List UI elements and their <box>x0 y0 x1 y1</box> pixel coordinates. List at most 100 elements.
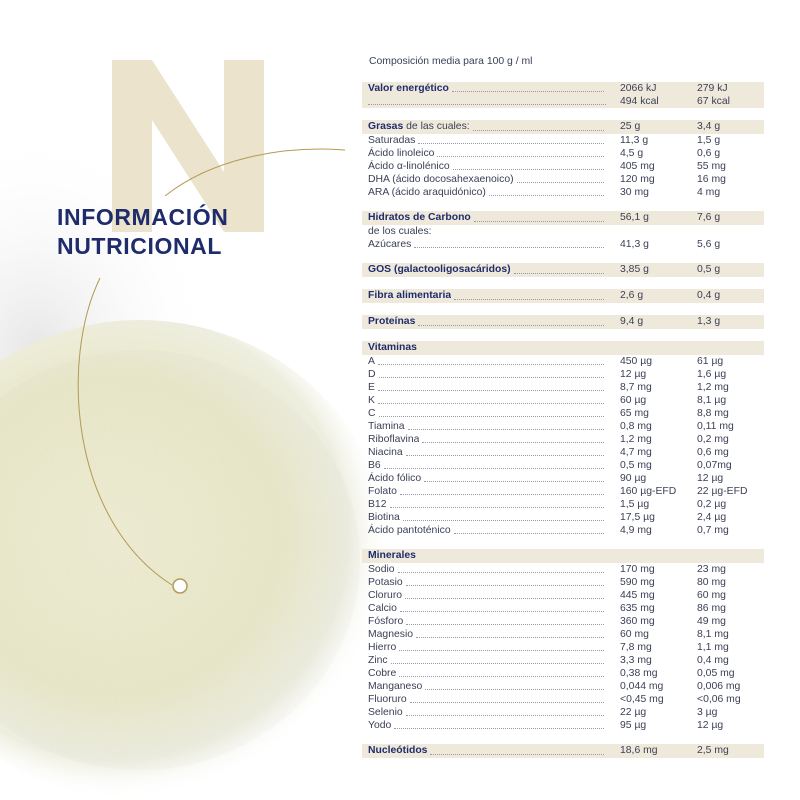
value-per-100ml: <0,06 mg <box>697 694 741 705</box>
table-row: Biotina 17,5 µg 2,4 µg <box>362 511 764 524</box>
dot-leader <box>378 416 604 417</box>
energy-row-kj: Valor energético 2066 kJ 279 kJ <box>362 82 764 95</box>
value-per-100ml: 61 µg <box>697 356 724 367</box>
table-row: B6 0,5 mg 0,07mg <box>362 459 764 472</box>
value-per-100g: 445 mg <box>620 590 655 601</box>
nutrient-name: Cobre <box>368 668 397 679</box>
dot-leader <box>454 299 605 300</box>
dot-leader <box>473 221 604 222</box>
page-title: INFORMACIÓN NUTRICIONAL <box>57 203 228 261</box>
value-per-100ml: 60 mg <box>697 590 726 601</box>
value-per-100g: 3,85 g <box>620 264 649 275</box>
dot-leader <box>472 130 604 131</box>
value-per-100ml: 0,07mg <box>697 460 732 471</box>
table-row: Calcio 635 mg 86 mg <box>362 602 764 615</box>
nutrient-name: Tiamina <box>368 421 405 432</box>
dot-leader <box>405 715 604 716</box>
section-header-row: Vitaminas <box>362 341 764 355</box>
dot-leader <box>397 572 604 573</box>
circle-marker-icon <box>172 578 188 594</box>
value-per-100g: 25 g <box>620 121 641 132</box>
value-per-100ml: 55 mg <box>697 161 726 172</box>
dot-leader <box>399 494 604 495</box>
dot-leader <box>437 156 605 157</box>
nutrient-name: Manganeso <box>368 681 423 692</box>
nutrient-name: Magnesio <box>368 629 414 640</box>
table-row: Magnesio 60 mg 8,1 mg <box>362 628 764 641</box>
title-line-2: NUTRICIONAL <box>57 233 223 259</box>
brand-letter-logo <box>112 60 264 232</box>
value-per-100g: 4,9 mg <box>620 525 652 536</box>
value-per-100g: 41,3 g <box>620 239 649 250</box>
value-per-100ml: 0,2 µg <box>697 499 727 510</box>
value-per-100g: 56,1 g <box>620 212 649 223</box>
value-per-100g: 90 µg <box>620 473 647 484</box>
table-row: D 12 µg 1,6 µg <box>362 368 764 381</box>
table-row: Fluoruro <0,45 mg <0,06 mg <box>362 693 764 706</box>
section-header-label: Fibra alimentaria <box>368 289 451 303</box>
value-per-100ml: 0,6 mg <box>697 447 729 458</box>
dot-leader <box>383 468 604 469</box>
energy-kcal-100ml: 67 kcal <box>697 96 730 107</box>
value-per-100ml: 1,3 g <box>697 316 721 327</box>
table-row: Folato 160 µg-EFD 22 µg-EFD <box>362 485 764 498</box>
section-header-bold: Fibra alimentaria <box>368 290 452 301</box>
section-minerales: Minerales Sodio 170 mg 23 mg Potasio 590 mg 80… <box>362 549 764 732</box>
nutrient-name: B6 <box>368 460 381 471</box>
title-line-1: INFORMACIÓN <box>57 204 229 230</box>
nutrient-name: D <box>368 369 376 380</box>
value-per-100g: <0,45 mg <box>620 694 664 705</box>
dot-leader <box>430 754 605 755</box>
table-row: Fósforo 360 mg 49 mg <box>362 615 764 628</box>
dot-leader <box>418 143 605 144</box>
value-per-100ml: 0,6 g <box>697 148 721 159</box>
dot-leader <box>389 507 604 508</box>
value-per-100ml: 0,4 g <box>697 290 721 301</box>
value-per-100g: 4,5 g <box>620 148 644 159</box>
section-header-bold: Proteínas <box>368 316 416 327</box>
nutrient-name: Potasio <box>368 577 403 588</box>
table-row: Sodio 170 mg 23 mg <box>362 563 764 576</box>
value-per-100g: 8,7 mg <box>620 382 652 393</box>
dot-leader <box>418 325 605 326</box>
nutrient-name: K <box>368 395 375 406</box>
value-per-100g: 30 mg <box>620 187 649 198</box>
table-row: Saturadas 11,3 g 1,5 g <box>362 134 764 147</box>
dot-leader <box>399 676 605 677</box>
table-row: Riboflavina 1,2 mg 0,2 mg <box>362 433 764 446</box>
table-row: A 450 µg 61 µg <box>362 355 764 368</box>
value-per-100g: 7,8 mg <box>620 642 652 653</box>
value-per-100ml: 8,1 mg <box>697 629 729 640</box>
table-row: Hierro 7,8 mg 1,1 mg <box>362 641 764 654</box>
section-fibra: Fibra alimentaria 2,6 g 0,4 g <box>362 289 764 303</box>
dot-leader <box>424 481 605 482</box>
value-per-100ml: 86 mg <box>697 603 726 614</box>
value-per-100g: 450 µg <box>620 356 652 367</box>
energy-kj-100ml: 279 kJ <box>697 83 728 94</box>
nutrient-name: E <box>368 382 375 393</box>
value-per-100ml: 2,5 mg <box>697 745 729 756</box>
section-header-row: Fibra alimentaria 2,6 g 0,4 g <box>362 289 764 303</box>
nutrient-name: C <box>368 408 376 419</box>
section-gos: GOS (galactooligosacáridos) 3,85 g 0,5 g <box>362 263 764 277</box>
value-per-100ml: 1,2 mg <box>697 382 729 393</box>
dot-leader <box>416 637 605 638</box>
value-per-100g: 4,7 mg <box>620 447 652 458</box>
nutrient-name: Ácido α-linolénico <box>368 161 450 172</box>
energy-label: Valor energético <box>368 83 449 94</box>
table-row: Ácido pantoténico 4,9 mg 0,7 mg <box>362 524 764 537</box>
value-per-100g: 360 mg <box>620 616 655 627</box>
value-per-100g: 0,38 mg <box>620 668 658 679</box>
value-per-100g: 160 µg-EFD <box>620 486 677 497</box>
nutrient-name: Fluoruro <box>368 694 407 705</box>
dot-leader <box>407 429 604 430</box>
table-row: Zinc 3,3 mg 0,4 mg <box>362 654 764 667</box>
table-row: B12 1,5 µg 0,2 µg <box>362 498 764 511</box>
value-per-100ml: 22 µg-EFD <box>697 486 748 497</box>
value-per-100ml: 80 mg <box>697 577 726 588</box>
section-header-bold: GOS (galactooligosacáridos) <box>368 264 511 275</box>
table-row: Selenio 22 µg 3 µg <box>362 706 764 719</box>
dot-leader <box>405 455 604 456</box>
section-header-row: GOS (galactooligosacáridos) 3,85 g 0,5 g <box>362 263 764 277</box>
